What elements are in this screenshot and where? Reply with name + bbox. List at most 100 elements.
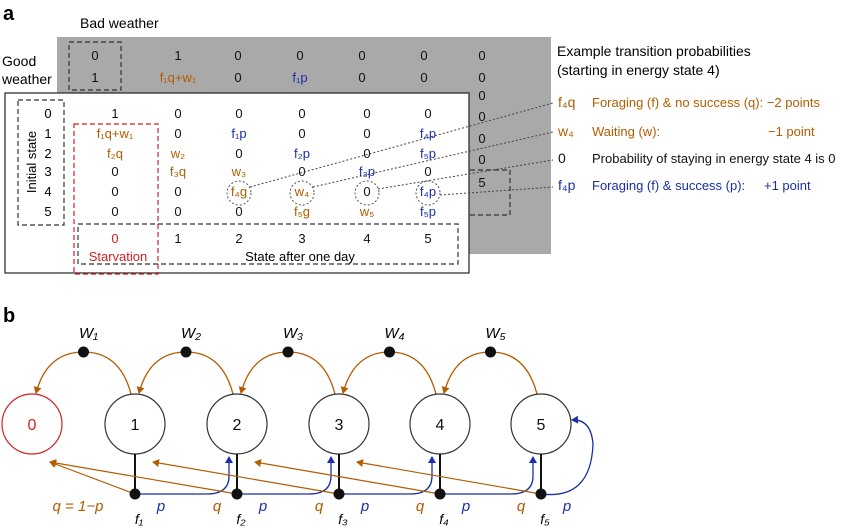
matrix-cell: 0: [174, 126, 181, 141]
state-label: 3: [335, 417, 344, 434]
leader-zero: [377, 159, 554, 190]
row-label: 0: [44, 106, 51, 121]
legend-symbol: 0: [558, 150, 566, 166]
matrix-cell: 0: [174, 106, 181, 121]
wait-arc: [238, 351, 336, 395]
forage-node: [434, 488, 446, 500]
bad-cell: 0: [358, 70, 365, 85]
wait-label: W₄: [384, 325, 404, 342]
state-label: 4: [436, 417, 445, 434]
forage-node: [129, 488, 141, 500]
q-label: q = 1−p: [53, 498, 104, 515]
forage-node: [231, 488, 243, 500]
bad-cell: 0: [358, 48, 365, 63]
state-node: [1, 393, 63, 455]
circle-f4p: [415, 180, 441, 206]
col-label: 5: [424, 231, 431, 246]
bad-cell: 0: [478, 48, 485, 63]
matrix-cell: 0: [111, 204, 118, 219]
col-label: 3: [298, 231, 305, 246]
forage-success-arrow: [540, 415, 594, 496]
good-weather-label-1: Good: [2, 53, 36, 69]
forage-label: f₃: [338, 511, 348, 527]
bad-weather-label: Bad weather: [80, 15, 159, 31]
q-label: q: [517, 498, 526, 515]
state-transition-diagram: W₁ W₂ W₃ W₄ W₅ 0 1 2 3 4 5 f₁ q = 1−p p f₂ q p f₃ q p f₄ q p f₅…: [1, 325, 594, 527]
matrix-cell: 0: [363, 146, 370, 161]
bad-cell: f₁q+w₁: [160, 70, 197, 85]
legend-text: Waiting (w):: [592, 124, 660, 139]
matrix-cell: f₅p: [420, 146, 436, 161]
forage-fail-arrow: [254, 459, 441, 495]
bad-weather-matrix: 0 1 0 0 0 0 0 1 f₁q+w₁ 0 f₁p 0 0 0 0 0 0 0 5: [91, 48, 485, 190]
wait-arc: [441, 351, 538, 395]
wait-node: [485, 346, 496, 358]
q-label: q: [416, 498, 425, 515]
bad-cell: 0: [478, 70, 485, 85]
wait-node: [282, 346, 294, 358]
matrix-cell: w₂: [170, 146, 185, 161]
matrix-cell: f₃q: [170, 164, 186, 179]
legend-text: Foraging (f) & success (p):: [592, 178, 745, 193]
matrix-cell: w₃: [231, 164, 247, 179]
circle-f4g: [226, 180, 252, 206]
legend-points: −1 point: [768, 124, 815, 139]
leader-f4q: [249, 102, 554, 188]
bad-cell: 0: [234, 48, 241, 63]
matrix-cell: f₄p: [420, 126, 436, 141]
wait-node: [384, 346, 395, 358]
matrix-cell: 0: [174, 184, 181, 199]
bad-weather-col0-box: [68, 41, 122, 91]
p-label: p: [461, 498, 470, 515]
p-label: p: [360, 498, 369, 515]
matrix-cell: 0: [424, 106, 431, 121]
col-label: 0: [111, 231, 118, 246]
row-label: 1: [44, 126, 51, 141]
legend-text: Probability of staying in energy state 4…: [592, 151, 836, 166]
forage-success-arrow: [440, 456, 537, 495]
matrix-cell: 0: [235, 106, 242, 121]
forage-fail-arrow: [49, 460, 136, 495]
matrix-cell: 0: [235, 204, 242, 219]
q-label: q: [315, 498, 324, 515]
panel-a-label: a: [3, 3, 15, 25]
matrix-cell: 1: [111, 106, 118, 121]
forage-success-arrow: [237, 456, 335, 495]
forage-label: f₅: [540, 511, 550, 527]
matrix-cell: f₅p: [420, 204, 436, 219]
bad-cell: 0: [478, 109, 485, 124]
p-label: p: [258, 498, 267, 515]
p-label: p: [562, 498, 571, 515]
bad-cell: 5: [478, 175, 485, 190]
row-label: 2: [44, 146, 51, 161]
circle-zero: [354, 180, 380, 206]
state-after-label: State after one day: [245, 249, 355, 264]
forage-label: f₁: [135, 511, 144, 527]
forage-fail-arrow: [356, 459, 542, 495]
state-label: 2: [233, 417, 242, 434]
legend-title-2: (starting in energy state 4): [557, 62, 720, 78]
bad-cell: 0: [234, 70, 241, 85]
row-label: 5: [44, 204, 51, 219]
matrix-cell: f₂p: [294, 146, 310, 161]
panel-b-label: b: [3, 305, 15, 327]
state-label: 1: [131, 417, 140, 434]
wait-label: W₂: [181, 325, 201, 342]
matrix-cell: 0: [363, 184, 370, 199]
row-label: 3: [44, 164, 51, 179]
legend-points: +1 point: [764, 178, 811, 193]
matrix-cell: f₁q+w₁: [97, 126, 134, 141]
row-label: 4: [44, 184, 51, 199]
legend: f₄q Foraging (f) & no success (q): −2 poi…: [557, 94, 836, 193]
legend-text: Foraging (f) & no success (q): −2 points: [592, 95, 820, 110]
bad-cell: 0: [478, 131, 485, 146]
matrix-cell: 0: [111, 184, 118, 199]
leader-f4p: [439, 186, 554, 196]
good-weather-panel: [4, 92, 470, 274]
p-label: p: [156, 498, 165, 515]
forage-node: [333, 488, 345, 500]
forage-label: f₄: [439, 511, 449, 527]
matrix-cell: 0: [235, 146, 242, 161]
legend-symbol: w₄: [557, 123, 574, 139]
